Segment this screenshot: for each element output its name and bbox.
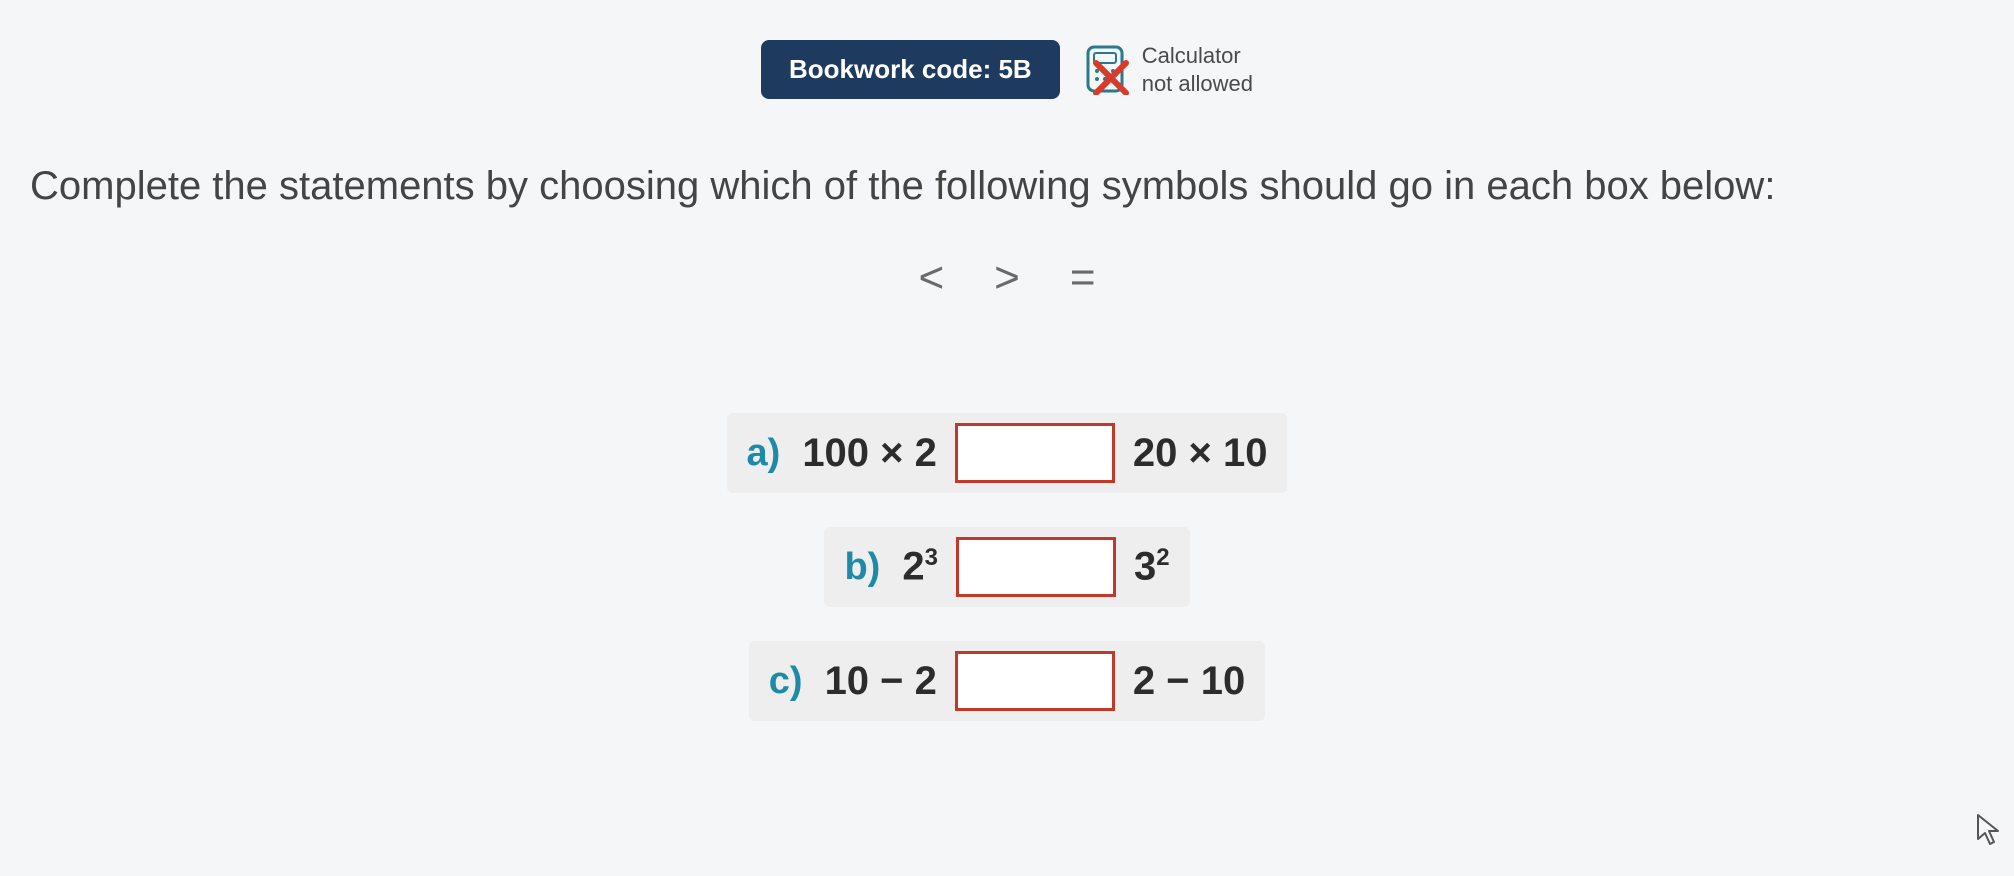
calculator-line2: not allowed bbox=[1142, 70, 1253, 98]
calculator-text: Calculator not allowed bbox=[1142, 42, 1253, 97]
problem-b-rhs-base: 3 bbox=[1134, 545, 1156, 589]
problem-b-rhs-exp: 2 bbox=[1156, 544, 1169, 571]
calculator-icon bbox=[1084, 45, 1130, 95]
problem-b-lhs-base: 2 bbox=[902, 545, 924, 589]
problem-a: a) 100 × 2 20 × 10 bbox=[727, 413, 1288, 493]
problem-c-rhs: 2 − 10 bbox=[1133, 659, 1245, 704]
header-row: Bookwork code: 5B Calculator not allowed bbox=[0, 0, 2014, 99]
problem-b-label: b) bbox=[844, 546, 880, 589]
problem-a-lhs: 100 × 2 bbox=[802, 431, 937, 476]
problem-c: c) 10 − 2 2 − 10 bbox=[749, 641, 1265, 721]
calculator-status: Calculator not allowed bbox=[1084, 42, 1253, 97]
problem-c-answer-box[interactable] bbox=[955, 651, 1115, 711]
problem-a-answer-box[interactable] bbox=[955, 423, 1115, 483]
instruction-text: Complete the statements by choosing whic… bbox=[0, 99, 2014, 213]
symbol-choices: < > = bbox=[0, 253, 2014, 303]
bookwork-badge: Bookwork code: 5B bbox=[761, 40, 1060, 99]
symbol-less-than[interactable]: < bbox=[918, 253, 944, 303]
problem-a-label: a) bbox=[747, 432, 781, 475]
problem-b-rhs: 32 bbox=[1134, 544, 1170, 589]
problems-list: a) 100 × 2 20 × 10 b) 23 32 c) 10 − 2 2 … bbox=[0, 413, 2014, 721]
calculator-line1: Calculator bbox=[1142, 42, 1253, 70]
problem-b-answer-box[interactable] bbox=[956, 537, 1116, 597]
problem-c-label: c) bbox=[769, 660, 803, 703]
problem-b-lhs-exp: 3 bbox=[925, 544, 938, 571]
problem-b: b) 23 32 bbox=[824, 527, 1189, 607]
problem-c-lhs: 10 − 2 bbox=[825, 659, 937, 704]
symbol-greater-than[interactable]: > bbox=[994, 253, 1020, 303]
symbol-equals[interactable]: = bbox=[1070, 253, 1096, 303]
problem-b-lhs: 23 bbox=[902, 544, 938, 589]
cursor-icon bbox=[1974, 813, 2002, 852]
problem-a-rhs: 20 × 10 bbox=[1133, 431, 1268, 476]
